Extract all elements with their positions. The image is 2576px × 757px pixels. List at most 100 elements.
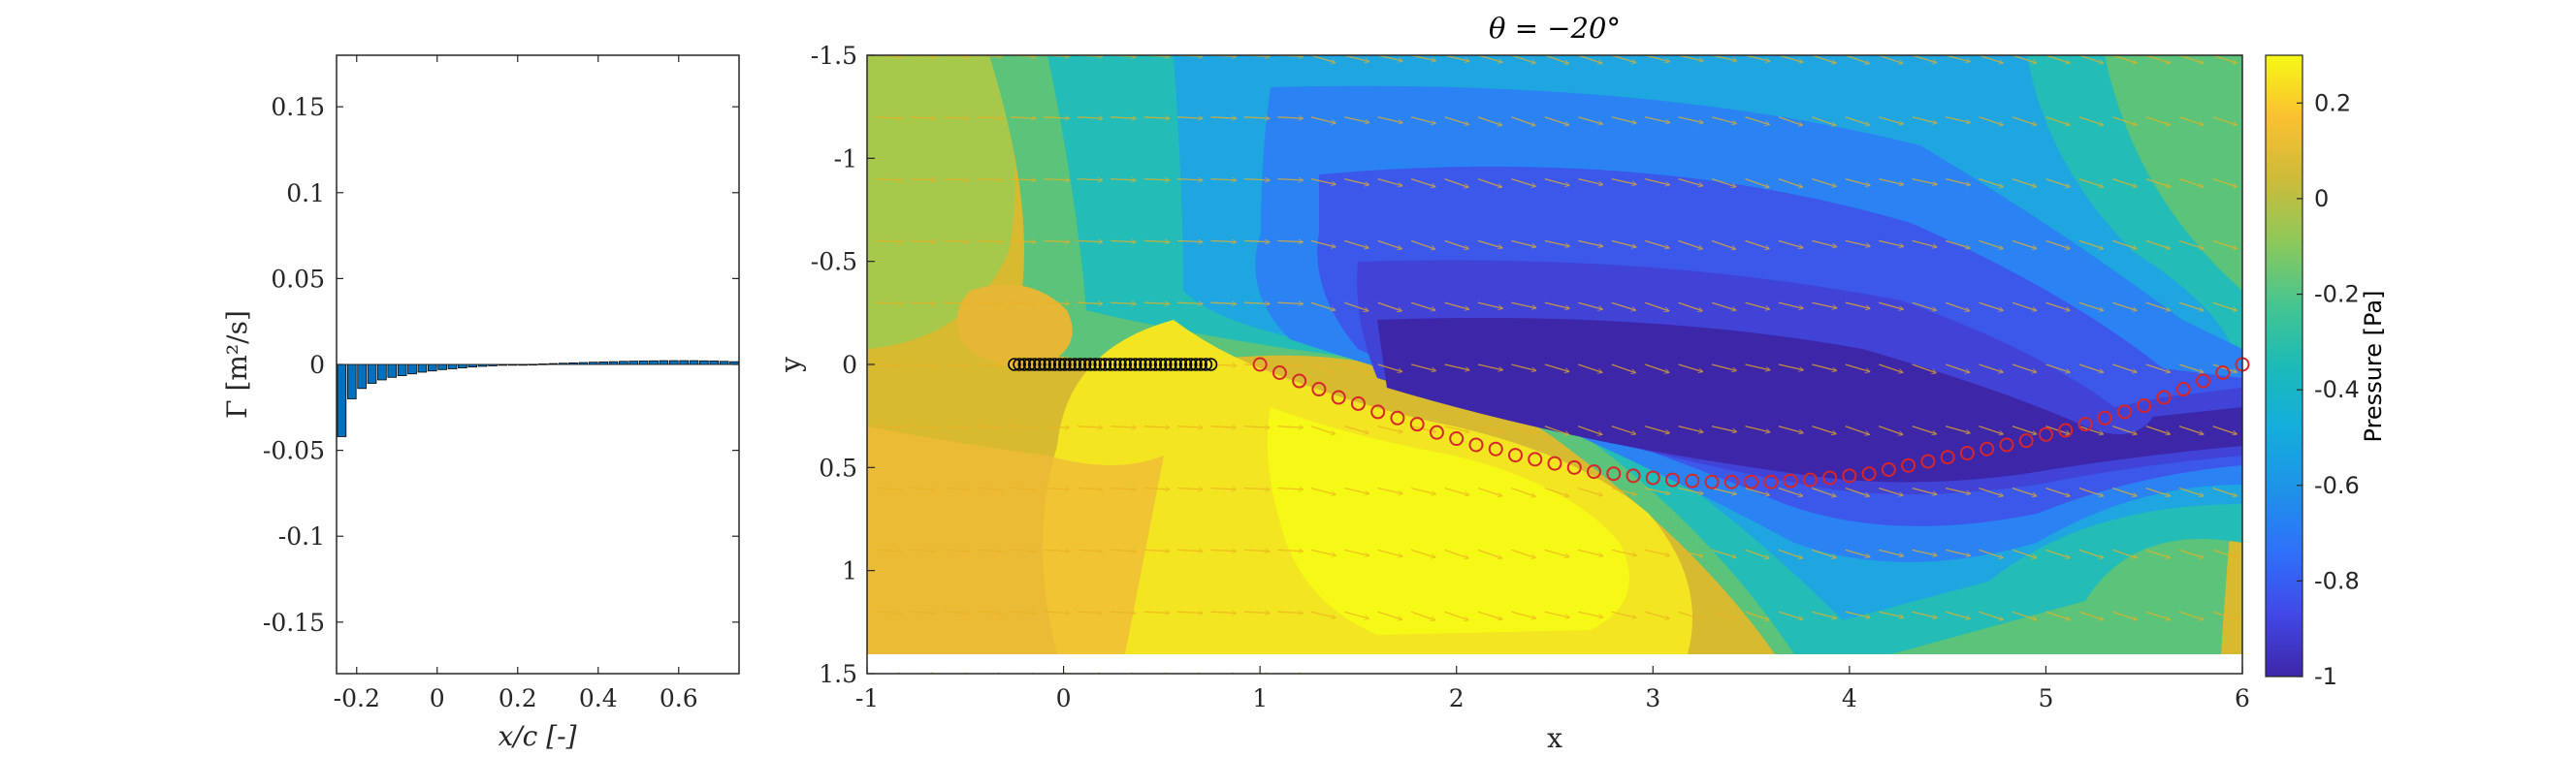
pressure-contours [867,55,2242,674]
velocity-arrow [1410,426,1435,432]
velocity-arrow [1812,673,1816,674]
velocity-arrow [1879,611,1903,617]
plate-marker [1083,358,1097,371]
velocity-arrow [1745,487,1769,495]
bar [649,360,659,365]
x-tick-label: 0.6 [660,684,698,712]
bar [417,363,428,373]
velocity-arrow [1711,363,1736,370]
plate-marker [1058,358,1072,371]
pressure-field-plot: -1 0 1 2 3 4 5 6 -1.5-1-0.500.511.5 θ = −20° x … [775,12,2387,754]
velocity-arrow [1578,487,1602,496]
velocity-arrow [2012,301,2037,310]
velocity-arrow [1344,673,1347,674]
wake-marker [1999,437,2014,453]
wake-marker [1507,448,1523,463]
contour-upstream-green [867,55,1015,349]
velocity-arrow [1879,301,1903,309]
velocity-arrow [1745,177,1769,188]
wake-marker [1901,457,1916,473]
plate-marker [1033,358,1046,371]
velocity-arrow [1711,611,1736,620]
velocity-arrow [2012,363,2037,372]
velocity-arrow [2078,363,2104,372]
velocity-arrow [1578,239,1602,246]
velocity-arrow [1912,116,1937,123]
velocity-arrow [1177,302,1203,303]
wake-marker [2137,398,2152,414]
bar [427,363,437,372]
velocity-arrow [1444,363,1469,370]
wake-marker [1272,365,1287,381]
plate-marker [1093,358,1108,371]
velocity-arrow [1879,673,1882,674]
velocity-arrow [1511,426,1535,434]
velocity-arrow [1377,611,1402,619]
velocity-arrow [2178,426,2204,434]
velocity-arrow [1111,426,1136,427]
velocity-arrow [943,117,969,118]
velocity-arrow [2012,239,2037,248]
velocity-arrow [2178,611,2204,619]
velocity-arrow [1812,177,1836,187]
velocity-arrow [1711,55,1736,61]
velocity-arrow [1945,426,1970,433]
velocity-arrow [1912,426,1937,434]
right-title: θ = −20° [1489,12,1621,45]
velocity-arrow [877,117,902,118]
velocity-arrow [1210,179,1237,180]
velocity-arrow [2045,116,2070,125]
plate-marker [1088,358,1102,371]
velocity-arrow [2145,116,2171,125]
wake-marker [1763,474,1779,489]
velocity-arrow [1745,239,1769,248]
velocity-arrow [1778,549,1803,558]
velocity-arrow [1277,612,1303,613]
velocity-arrow [1477,116,1502,125]
velocity-arrow [877,240,902,241]
right-y-axis-label: y [775,357,807,373]
velocity-arrow [1578,363,1602,372]
velocity-arrow [2012,177,2037,187]
velocity-arrow [910,179,936,180]
velocity-arrow [1912,177,1937,185]
plate-marker [1194,358,1208,371]
velocity-arrow [910,240,936,241]
velocity-arrow [1745,549,1769,557]
velocity-arrow [977,179,1002,180]
wake-marker [1409,417,1425,432]
velocity-arrow [1544,177,1569,186]
velocity-arrow [1645,673,1648,674]
velocity-arrow [1210,612,1237,613]
colorbar-tick-label: 0.2 [2314,89,2351,116]
velocity-arrow [1444,487,1469,495]
velocity-arrow [1979,116,2004,125]
velocity-arrow [1377,301,1402,311]
velocity-arrow [1611,239,1636,247]
velocity-arrow [2112,301,2137,310]
velocity-arrow [1611,611,1636,617]
velocity-arrow [1879,239,1903,246]
contour-bulge-orange [956,284,1073,368]
wake-marker [1390,410,1405,426]
velocity-arrow [1310,673,1314,674]
velocity-arrow [1979,55,2004,63]
velocity-arrow [1845,549,1870,556]
bar [458,363,467,368]
velocity-arrow [1243,302,1270,303]
velocity-arrow [1611,363,1636,373]
velocity-arrow [1778,363,1803,370]
velocity-arrow [1310,239,1336,247]
velocity-arrow [2145,426,2171,434]
velocity-arrow [877,179,902,180]
velocity-arrow [910,612,936,613]
velocity-arrow [1745,363,1769,370]
wake-marker [2195,373,2210,389]
velocity-arrow [1143,612,1170,613]
plate-markers [1008,358,1218,371]
velocity-arrow [1945,116,1970,123]
velocity-arrow [1477,487,1502,496]
plate-marker [1098,358,1112,371]
velocity-arrow [2078,116,2104,125]
wake-marker [2116,404,2132,420]
